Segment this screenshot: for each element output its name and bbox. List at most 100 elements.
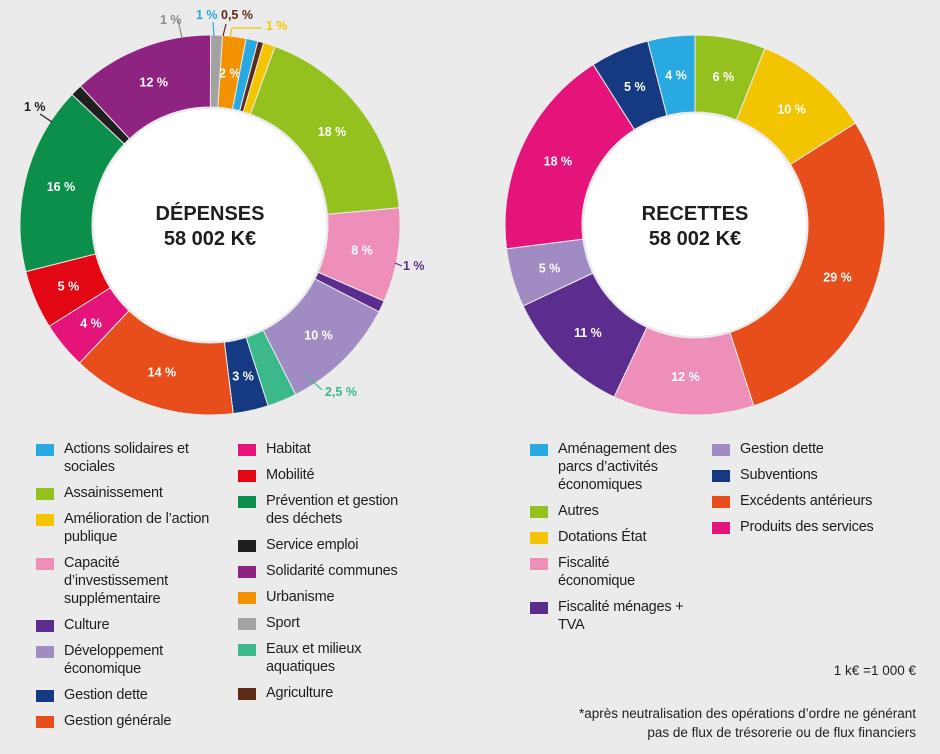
depenses-legend-item-habitat: Habitat (238, 440, 408, 458)
legend-swatch (238, 688, 256, 700)
depenses-label-developpement-economique: 10 % (304, 328, 333, 342)
legend-label: Autres (558, 503, 599, 519)
legend-label: Actions solidaires et sociales (64, 441, 189, 475)
footnote: *après neutralisation des opérations d’o… (579, 704, 916, 742)
legend-label: Aménagement des parcs d’activités économ… (558, 441, 677, 493)
legend-swatch (238, 566, 256, 578)
legend-label: Eaux et milieux aquatiques (266, 641, 362, 675)
legend-label: Gestion générale (64, 713, 172, 729)
legend-swatch (238, 496, 256, 508)
legend-swatch (712, 444, 730, 456)
legend-label: Produits des services (740, 519, 874, 535)
depenses-label-prevention-et-gestion-des-dechets: 16 % (47, 180, 76, 194)
recettes-center (584, 114, 806, 336)
recettes-legend-item-produits-des-services: Produits des services (712, 518, 912, 536)
legend-swatch (238, 644, 256, 656)
recettes-legend-item-fiscalite-menages-tva: Fiscalité ménages + TVA (530, 598, 690, 634)
recettes-legend-item-fiscalite-economique: Fiscalité économique (530, 554, 690, 590)
recettes-label-subventions: 5 % (624, 80, 646, 94)
depenses-label-capacite-d-investissement-supplementaire: 8 % (351, 244, 373, 258)
legend-label: Prévention et gestion des déchets (266, 493, 399, 527)
legend-label: Dotations État (558, 529, 647, 545)
legend-swatch (530, 532, 548, 544)
recettes-label-excedents-anterieurs: 29 % (823, 270, 852, 284)
legend-swatch (530, 602, 548, 614)
legend-swatch (238, 470, 256, 482)
depenses-legend-item-capacite-d-investissement-supplementaire: Capacité d’investissement supplémentaire (36, 554, 221, 608)
depenses-leader-service-emploi (39, 113, 53, 123)
legend-label: Fiscalité ménages + TVA (558, 599, 684, 633)
legend-recettes-col1: Aménagement des parcs d’activités économ… (530, 440, 690, 642)
legend-label: Assainissement (64, 485, 163, 501)
depenses-legend-item-agriculture: Agriculture (238, 684, 408, 702)
depenses-leader-eaux-et-milieux-aquatiques (304, 373, 323, 391)
depenses-slice-amelioration-de-l-action-publique (242, 42, 276, 115)
legend-swatch (36, 444, 54, 456)
depenses-legend-item-urbanisme: Urbanisme (238, 588, 408, 606)
legend-swatch (36, 514, 54, 526)
footnote-line-2: pas de flux de trésorerie ou de flux fin… (647, 725, 916, 740)
legend-label: Fiscalité économique (558, 555, 635, 589)
depenses-legend-item-developpement-economique: Développement économique (36, 642, 221, 678)
depenses-legend-item-service-emploi: Service emploi (238, 536, 408, 554)
recettes-legend-item-autres: Autres (530, 502, 690, 520)
legend-swatch (238, 444, 256, 456)
donut-charts: 18 % 8 % 1 % 10 % 2,5 % 3 % 14 % 4 % 5 % 16 % 1 % 1… (19, 8, 886, 416)
legend-swatch (36, 646, 54, 658)
depenses-legend-item-actions-solidaires-et-sociales: Actions solidaires et sociales (36, 440, 221, 476)
depenses-label-urbanisme: 2 % (219, 66, 241, 80)
legend-label: Gestion dette (64, 687, 148, 703)
depenses-label-habitat: 4 % (80, 317, 102, 331)
depenses-label-amelioration-de-l-action-publique: 1 % (266, 19, 288, 33)
legend-label: Culture (64, 617, 110, 633)
recettes-center-total: 58 002 K€ (649, 228, 741, 250)
depenses-leader-amelioration-de-l-action-publique (229, 27, 262, 39)
legend-label: Agriculture (266, 685, 334, 701)
depenses-legend-item-mobilite: Mobilité (238, 466, 408, 484)
recettes-legend-item-amenagement-des-parcs-d-activites-economiques: Aménagement des parcs d’activités économ… (530, 440, 690, 494)
legend-label: Gestion dette (740, 441, 824, 457)
legend-depenses-col2: Habitat Mobilité Prévention et gestion des… (238, 440, 408, 710)
depenses-legend-item-eaux-et-milieux-aquatiques: Eaux et milieux aquatiques (238, 640, 408, 676)
recettes-label-amenagement-des-parcs-d-activites-economiques: 4 % (665, 69, 687, 83)
legend-label: Capacité d’investissement supplémentaire (64, 555, 168, 607)
depenses-legend-item-prevention-et-gestion-des-dechets: Prévention et gestion des déchets (238, 492, 408, 528)
recettes-legend-item-gestion-dette: Gestion dette (712, 440, 912, 458)
depenses-leader-culture (394, 262, 403, 267)
legend-label: Amélioration de l’action publique (64, 511, 210, 545)
depenses-label-gestion-generale: 14 % (148, 365, 177, 379)
footnote-line-1: *après neutralisation des opérations d’o… (579, 706, 916, 721)
legend-swatch (530, 558, 548, 570)
depenses-leader-actions-solidaires-et-sociales (212, 21, 215, 37)
depenses-label-sport: 1 % (160, 13, 182, 27)
depenses-legend-item-gestion-generale: Gestion générale (36, 712, 221, 730)
legend-swatch (238, 618, 256, 630)
recettes-legend-item-subventions: Subventions (712, 466, 912, 484)
recettes-label-fiscalite-economique: 12 % (671, 370, 700, 384)
legend-label: Habitat (266, 441, 311, 457)
depenses-label-culture: 1 % (403, 259, 425, 273)
recettes-slice-excedents-anterieurs (729, 122, 886, 407)
legend-swatch (712, 470, 730, 482)
depenses-label-actions-solidaires-et-sociales: 1 % (196, 8, 218, 22)
legend-depenses-col1: Actions solidaires et sociales Assainisse… (36, 440, 221, 738)
recettes-label-produits-des-services: 18 % (544, 154, 573, 168)
depenses-legend-item-culture: Culture (36, 616, 221, 634)
legend-recettes-col2: Gestion dette Subventions Excédents antéri… (712, 440, 912, 544)
depenses-center-total: 58 002 K€ (164, 228, 256, 250)
recettes-slice-amenagement-des-parcs-d-activites-economiques (647, 34, 696, 117)
legend-swatch (530, 506, 548, 518)
depenses-label-gestion-dette: 3 % (232, 369, 254, 383)
recettes-label-dotations-etat: 10 % (777, 102, 806, 116)
legend-swatch (238, 540, 256, 552)
legend-label: Subventions (740, 467, 818, 483)
recettes-center-title: RECETTES (642, 203, 749, 225)
legend-label: Solidarité communes (266, 563, 398, 579)
depenses-label-agriculture: 0,5 % (221, 8, 253, 22)
legend-label: Urbanisme (266, 589, 335, 605)
legend-swatch (238, 592, 256, 604)
recettes-legend-item-dotations-etat: Dotations État (530, 528, 690, 546)
recettes-label-gestion-dette: 5 % (539, 261, 561, 275)
legend-swatch (712, 496, 730, 508)
depenses-label-solidarite-communes: 12 % (140, 76, 169, 90)
